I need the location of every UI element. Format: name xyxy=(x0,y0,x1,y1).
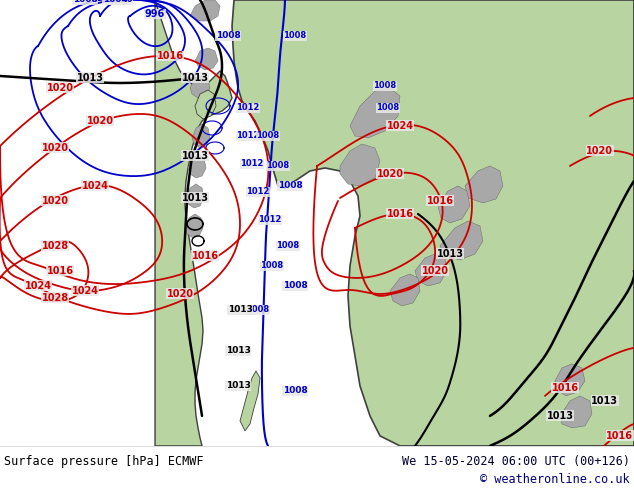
Text: 1020: 1020 xyxy=(42,196,68,206)
Text: 1013: 1013 xyxy=(592,396,618,406)
Text: 1008: 1008 xyxy=(256,131,280,141)
Polygon shape xyxy=(192,124,210,148)
Text: 1008: 1008 xyxy=(278,181,302,191)
Text: 1008: 1008 xyxy=(261,262,283,270)
Text: 1008: 1008 xyxy=(373,81,396,91)
Text: 1020: 1020 xyxy=(167,289,193,299)
Polygon shape xyxy=(190,0,220,21)
Text: 1008: 1008 xyxy=(283,281,307,291)
Polygon shape xyxy=(190,76,210,98)
Polygon shape xyxy=(390,274,420,306)
Text: 1008: 1008 xyxy=(283,387,307,395)
Polygon shape xyxy=(560,396,592,428)
Text: 1008: 1008 xyxy=(247,305,269,315)
Text: 1016: 1016 xyxy=(607,431,633,441)
Polygon shape xyxy=(186,184,204,208)
Text: 1013: 1013 xyxy=(181,193,209,203)
Polygon shape xyxy=(195,48,218,70)
Text: 1013: 1013 xyxy=(547,411,573,421)
Text: © weatheronline.co.uk: © weatheronline.co.uk xyxy=(481,473,630,487)
Text: 1016: 1016 xyxy=(157,51,183,61)
Text: 1013: 1013 xyxy=(228,305,252,315)
Text: 1028: 1028 xyxy=(41,293,68,303)
Text: 1013: 1013 xyxy=(226,381,250,391)
Text: 1020: 1020 xyxy=(87,116,113,126)
Text: 1020: 1020 xyxy=(586,146,614,156)
Text: 1013: 1013 xyxy=(181,151,209,161)
Text: 1008: 1008 xyxy=(73,0,98,4)
Text: 1016: 1016 xyxy=(46,266,74,276)
Text: 1016: 1016 xyxy=(387,209,413,219)
Text: 1020: 1020 xyxy=(46,83,74,93)
Text: 1012: 1012 xyxy=(247,188,269,196)
Text: 1016: 1016 xyxy=(552,383,578,393)
Polygon shape xyxy=(340,144,380,186)
Polygon shape xyxy=(155,0,232,446)
Text: 1024: 1024 xyxy=(82,181,108,191)
Polygon shape xyxy=(185,214,203,238)
Text: 1008: 1008 xyxy=(216,31,240,41)
Polygon shape xyxy=(415,254,447,286)
Polygon shape xyxy=(232,0,634,446)
Polygon shape xyxy=(240,371,260,431)
Text: 1020: 1020 xyxy=(422,266,448,276)
Polygon shape xyxy=(555,364,585,396)
Polygon shape xyxy=(465,166,503,203)
Text: 1008: 1008 xyxy=(276,242,300,250)
Text: 1024: 1024 xyxy=(25,281,51,291)
Text: 1024: 1024 xyxy=(387,121,413,131)
Text: 1008: 1008 xyxy=(283,31,307,41)
Text: 1016: 1016 xyxy=(427,196,453,206)
Polygon shape xyxy=(438,186,470,223)
Polygon shape xyxy=(188,154,206,178)
Text: 1020: 1020 xyxy=(377,169,403,179)
Polygon shape xyxy=(195,90,216,119)
Text: 1000: 1000 xyxy=(108,0,133,4)
Text: 1004: 1004 xyxy=(103,0,127,4)
Text: 1012: 1012 xyxy=(236,103,260,113)
Text: 1024: 1024 xyxy=(72,286,98,296)
Text: 1012: 1012 xyxy=(236,131,260,141)
Text: We 15-05-2024 06:00 UTC (00+126): We 15-05-2024 06:00 UTC (00+126) xyxy=(402,455,630,468)
Text: 1013: 1013 xyxy=(77,73,103,83)
Text: 1008: 1008 xyxy=(266,162,290,171)
Text: 1028: 1028 xyxy=(41,241,68,251)
Text: Surface pressure [hPa] ECMWF: Surface pressure [hPa] ECMWF xyxy=(4,455,204,468)
Text: 1013: 1013 xyxy=(181,73,209,83)
Polygon shape xyxy=(350,88,400,138)
Text: 1012: 1012 xyxy=(258,216,281,224)
Text: 1008: 1008 xyxy=(377,103,399,113)
Text: 1013: 1013 xyxy=(226,346,250,355)
Text: 996: 996 xyxy=(145,9,165,19)
Text: 1012: 1012 xyxy=(240,159,264,169)
Polygon shape xyxy=(440,221,483,260)
Text: 1016: 1016 xyxy=(191,251,219,261)
Text: 1013: 1013 xyxy=(436,249,463,259)
Text: 1020: 1020 xyxy=(42,143,68,153)
